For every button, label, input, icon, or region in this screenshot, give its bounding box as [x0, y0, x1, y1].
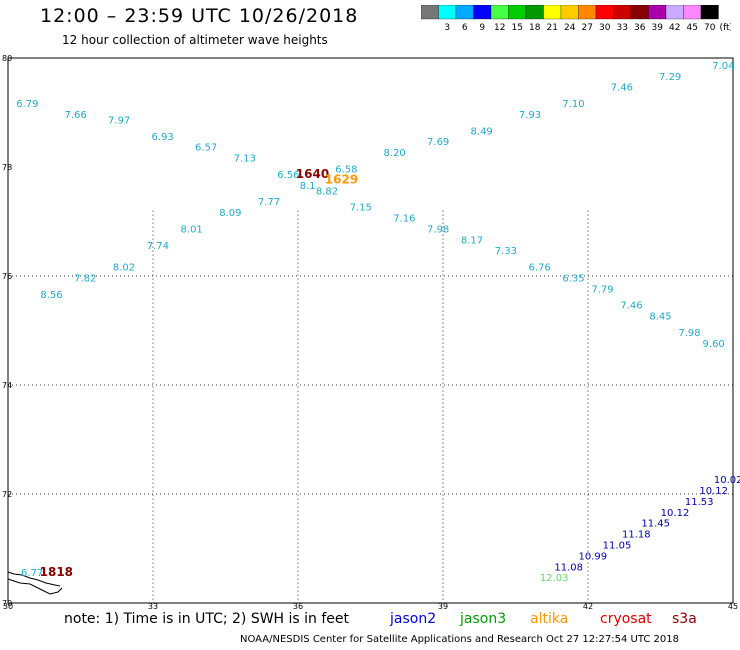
y-tick-label: 78: [2, 163, 12, 172]
legend-tick-label: 42: [669, 23, 680, 33]
wave-height-value: 6.57: [195, 143, 217, 154]
legend-tick-label: 21: [547, 23, 558, 33]
x-tick-label: 42: [583, 602, 593, 610]
page-subtitle: 12 hour collection of altimeter wave hei…: [62, 33, 328, 47]
x-tick-label: 30: [3, 602, 13, 610]
wave-height-value: 8.82: [316, 186, 338, 197]
note-text: note: 1) Time is in UTC; 2) SWH is in fe…: [64, 611, 350, 627]
wave-height-value: 11.05: [603, 541, 632, 552]
y-tick-label: 74: [2, 381, 12, 390]
x-tick-label: 39: [438, 602, 448, 610]
wave-height-value: 7.29: [659, 72, 681, 83]
wave-height-value: 7.97: [108, 115, 130, 126]
legend-altika: altika: [530, 611, 569, 627]
wave-height-value: 7.13: [234, 154, 256, 165]
wave-height-value: 6.79: [16, 99, 38, 110]
wave-height-value: 10.99: [579, 551, 608, 562]
pass-time-label: 1629: [325, 172, 358, 186]
wave-height-value: 7.98: [678, 328, 700, 339]
wave-height-value: 6.93: [152, 132, 174, 143]
legend-tick-label: 33: [617, 23, 628, 33]
wave-height-value: 7.69: [427, 137, 449, 148]
wave-height-value: 12.03: [540, 573, 569, 584]
legend-tick-label: 70: [704, 23, 716, 33]
wave-height-value: 11.08: [554, 562, 583, 573]
wave-height-value: 7.98: [427, 224, 449, 235]
wave-height-value: 6.35: [562, 273, 584, 284]
wave-height-value: 7.93: [519, 110, 541, 121]
legend-unit: (ft): [720, 23, 732, 33]
legend-tick-label: 3: [444, 23, 450, 33]
legend-tick-label: 12: [494, 23, 505, 33]
wave-height-value: 9.60: [703, 339, 725, 350]
legend-tick-label: 9: [479, 23, 485, 33]
wave-height-value: 6.77: [21, 568, 43, 579]
wave-height-value: 7.10: [562, 99, 584, 110]
y-tick-label: 70: [2, 599, 12, 608]
wave-height-value: 7.04: [712, 61, 734, 72]
x-tick-label: 33: [148, 602, 158, 610]
wave-height-value: 7.77: [258, 197, 280, 208]
wave-height-value: 7.74: [147, 241, 169, 252]
wave-height-value: 8.45: [649, 312, 671, 323]
pass-time-label: 1818: [40, 565, 73, 579]
wave-height-value: 8.09: [219, 208, 241, 219]
wave-height-value: 7.16: [393, 214, 415, 225]
wave-height-value: 7.15: [350, 203, 372, 214]
wave-height-value: 7.79: [591, 284, 613, 295]
legend-tick-label: 6: [462, 23, 468, 33]
wave-height-value: 10.12: [661, 508, 690, 519]
wave-height-value: 11.18: [622, 530, 651, 541]
wave-height-value: 8.02: [113, 263, 135, 274]
wave-height-value: 8.1: [300, 181, 316, 192]
wave-height-value: 8.01: [181, 224, 203, 235]
legend-tick-label: 36: [634, 23, 646, 33]
wave-height-value: 8.20: [384, 148, 406, 159]
wave-height-value: 7.46: [611, 83, 633, 94]
legend-jason3: jason3: [460, 611, 507, 627]
coastline: [7, 571, 63, 595]
wave-height-map: 30 33 36 39 42 45 70 72 74 76 78 80 6.79 7.66 7.97 6.93…: [2, 54, 740, 610]
wave-height-value: 8.49: [471, 126, 493, 137]
wave-height-value: 7.66: [65, 110, 87, 121]
y-tick-label: 76: [2, 272, 12, 281]
wave-height-value: 7.33: [495, 246, 517, 257]
wave-height-value: 10.12: [699, 486, 728, 497]
wave-height-value: 6.56: [277, 170, 299, 181]
wave-height-value: 7.82: [74, 273, 96, 284]
wave-height-value: 6.76: [529, 263, 551, 274]
wave-height-value: 8.56: [40, 290, 62, 301]
legend-tick-label: 30: [599, 23, 611, 33]
legend-tick-label: 45: [687, 23, 698, 33]
legend-cryosat: cryosat: [600, 611, 652, 627]
legend-tick-label: 39: [652, 23, 664, 33]
map-frame: [7, 57, 734, 604]
legend-s3a: s3a: [672, 611, 697, 627]
wave-height-value: 6.58: [335, 164, 357, 175]
wave-height-value: 7.46: [620, 301, 642, 312]
wave-height-value: 10.02: [714, 475, 740, 486]
pass-time-label: 1640: [296, 167, 329, 181]
legend-tick-label: 24: [564, 23, 576, 33]
wave-height-value: 11.53: [685, 497, 714, 508]
x-tick-label: 36: [293, 602, 303, 610]
y-tick-label: 80: [2, 54, 12, 63]
legend-jason2: jason2: [390, 611, 437, 627]
footer-credit: NOAA/NESDIS Center for Satellite Applica…: [240, 634, 679, 645]
legend-tick-label: 15: [512, 23, 523, 33]
legend-tick-label: 18: [529, 23, 541, 33]
legend-tick-label: 27: [582, 23, 593, 33]
y-tick-label: 72: [2, 490, 12, 499]
page-title: 12:00 – 23:59 UTC 10/26/2018: [40, 5, 359, 27]
wave-height-value: 11.45: [641, 519, 670, 530]
x-tick-label: 45: [728, 602, 738, 610]
legend-swatch: [700, 5, 719, 20]
wave-height-value: 8.17: [461, 235, 483, 246]
